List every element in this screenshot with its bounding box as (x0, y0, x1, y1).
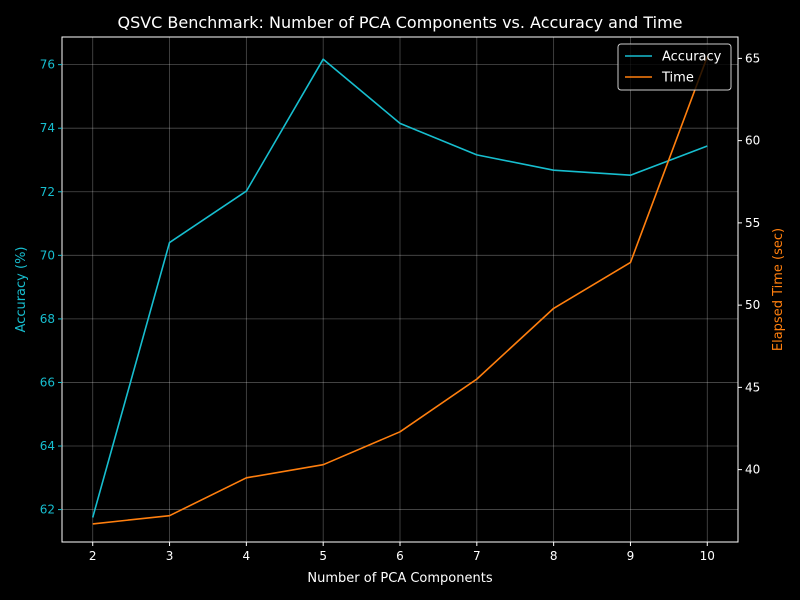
legend-label-time: Time (661, 71, 694, 86)
left-y-axis-ticks: 62 64 66 68 70 72 74 76 (40, 58, 62, 517)
left-y-tick-label: 68 (40, 312, 55, 326)
left-y-axis-label: Accuracy (%) (14, 247, 29, 333)
series-lines (91, 56, 709, 525)
right-y-axis-label: Elapsed Time (sec) (771, 228, 786, 351)
grid-lines (62, 37, 738, 542)
chart-title: QSVC Benchmark: Number of PCA Components… (117, 13, 682, 32)
x-axis-label: Number of PCA Components (307, 571, 492, 586)
x-tick-label: 3 (166, 549, 174, 563)
x-tick-label: 10 (700, 549, 715, 563)
legend: Accuracy Time (617, 43, 732, 91)
left-y-tick-label: 70 (40, 248, 55, 262)
left-y-tick-label: 66 (40, 375, 55, 389)
left-y-tick-label: 74 (40, 121, 55, 135)
right-y-tick-label: 40 (745, 463, 760, 477)
right-y-tick-label: 60 (745, 134, 760, 148)
x-tick-label: 7 (473, 549, 481, 563)
legend-label-accuracy: Accuracy (662, 50, 722, 65)
x-axis-ticks: 2 3 4 5 6 7 8 9 10 (89, 542, 715, 563)
right-y-tick-label: 50 (745, 298, 760, 312)
right-y-tick-label: 65 (745, 51, 760, 65)
right-y-tick-label: 45 (745, 380, 760, 394)
left-y-tick-label: 72 (40, 185, 55, 199)
left-y-tick-label: 76 (40, 58, 55, 72)
left-y-tick-label: 62 (40, 503, 55, 517)
x-tick-label: 2 (89, 549, 97, 563)
x-tick-label: 4 (243, 549, 251, 563)
x-tick-label: 5 (319, 549, 327, 563)
right-y-axis-ticks: 40 45 50 55 60 65 (738, 51, 760, 477)
accuracy-series-line (91, 58, 708, 518)
x-tick-label: 9 (627, 549, 635, 563)
time-series-line (92, 56, 709, 525)
left-y-tick-label: 64 (40, 439, 55, 453)
x-tick-label: 8 (550, 549, 558, 563)
x-tick-label: 6 (396, 549, 404, 563)
right-y-tick-label: 55 (745, 216, 760, 230)
